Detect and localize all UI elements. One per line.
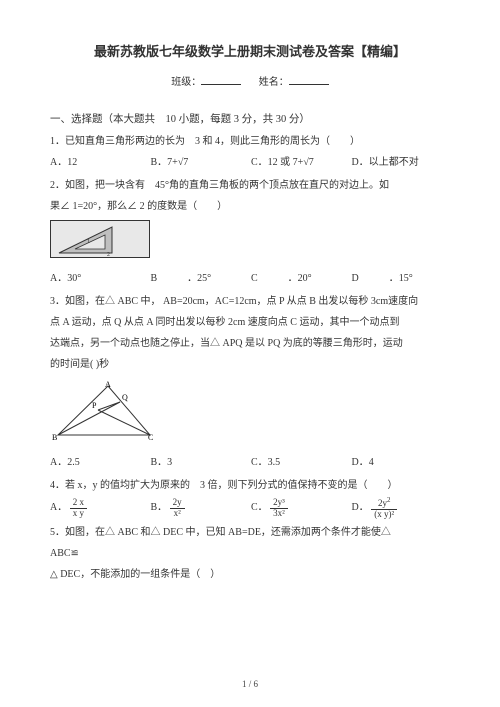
triangle-icon: 1 2 xyxy=(57,223,127,257)
q1-opt-d: D．以上都不对 xyxy=(352,153,450,172)
sqrt-icon: √7 xyxy=(303,153,314,172)
q2-opt-d: D ．15° xyxy=(352,269,450,288)
q4-options: A． 2 xx y B． 2yx² C． 2y³3x² D． 2y2(x y)² xyxy=(50,497,450,520)
class-blank xyxy=(201,75,241,85)
svg-text:P: P xyxy=(92,401,97,410)
page-number: 1 / 6 xyxy=(0,676,500,693)
q3-opt-d: D．4 xyxy=(352,453,450,472)
q3-text-d: 的时间是( )秒 xyxy=(50,355,450,374)
q2-text-a: 2．如图，把一块含有 45°角的直角三角板的两个顶点放在直尺的对边上。如 xyxy=(50,176,450,195)
fraction-d: 2y2(x y)² xyxy=(371,497,397,520)
q1-opt-c: C．12 或 7+ √7 xyxy=(251,153,349,172)
q2-opt-c: C ．20° xyxy=(251,269,349,288)
q3-options: A．2.5 B．3 C．3.5 D．4 xyxy=(50,453,450,472)
q2-opt-a: A．30° xyxy=(50,269,148,288)
q3-opt-b: B．3 xyxy=(151,453,249,472)
name-blank xyxy=(289,75,329,85)
svg-text:1: 1 xyxy=(87,239,90,245)
q3-figure: B C A P Q xyxy=(50,380,160,449)
class-label: 班级： xyxy=(171,77,201,88)
svg-text:A: A xyxy=(105,380,111,389)
q1-opt-b: B．7+ √7 xyxy=(151,153,249,172)
q5-text-a: 5．如图，在△ ABC 和△ DEC 中，已知 AB=DE，还需添加两个条件才能… xyxy=(50,523,450,542)
triangle-apq-icon: B C A P Q xyxy=(50,380,160,442)
q3-opt-c: C．3.5 xyxy=(251,453,349,472)
ruler-figure: 1 2 xyxy=(50,220,150,258)
q1-options: A．12 B．7+ √7 C．12 或 7+ √7 D．以上都不对 xyxy=(50,153,450,172)
fraction-a: 2 xx y xyxy=(70,498,87,519)
q3-text-b: 点 A 运动，点 Q 从点 A 同时出发以每秒 2cm 速度向点 C 运动，其中… xyxy=(50,313,450,332)
subhead: 班级： 姓名： xyxy=(50,73,450,92)
q2-options: A．30° B ．25° C ．20° D ．15° xyxy=(50,269,450,288)
svg-text:B: B xyxy=(52,433,57,442)
q4-opt-a: A． 2 xx y xyxy=(50,498,148,519)
q4-opt-c: C． 2y³3x² xyxy=(251,498,349,519)
q4-opt-b: B． 2yx² xyxy=(151,498,249,519)
q4-opt-d: D． 2y2(x y)² xyxy=(352,497,450,520)
svg-text:Q: Q xyxy=(122,393,128,402)
fraction-c: 2y³3x² xyxy=(270,498,288,519)
q5-text-c: △ DEC，不能添加的一组条件是（ ） xyxy=(50,565,450,584)
q1-opt-a: A．12 xyxy=(50,153,148,172)
section-1-heading: 一、选择题（本大题共 10 小题，每题 3 分，共 30 分） xyxy=(50,110,450,130)
q3-text-a: 3．如图，在△ ABC 中， AB=20cm，AC=12cm，点 P 从点 B … xyxy=(50,292,450,311)
page-title: 最新苏教版七年级数学上册期末测试卷及答案【精编】 xyxy=(50,40,450,65)
q3-opt-a: A．2.5 xyxy=(50,453,148,472)
q5-text-b: ABC≌ xyxy=(50,544,450,563)
q3-text-c: 达端点，另一个动点也随之停止，当△ APQ 是以 PQ 为底的等腰三角形时，运动 xyxy=(50,334,450,353)
fraction-b: 2yx² xyxy=(170,498,185,519)
q2-text-b: 果∠ 1=20°，那么∠ 2 的度数是（ ） xyxy=(50,197,450,216)
q4-text: 4．若 x，y 的值均扩大为原来的 3 倍，则下列分式的值保持不变的是（ ） xyxy=(50,476,450,495)
name-label: 姓名： xyxy=(259,77,289,88)
q1-text: 1．已知直角三角形两边的长为 3 和 4，则此三角形的周长为（ ） xyxy=(50,132,450,151)
svg-text:C: C xyxy=(148,433,153,442)
svg-text:2: 2 xyxy=(107,252,110,257)
q2-figure: 1 2 xyxy=(50,220,450,265)
sqrt-icon: √7 xyxy=(178,153,189,172)
q2-opt-b: B ．25° xyxy=(151,269,249,288)
